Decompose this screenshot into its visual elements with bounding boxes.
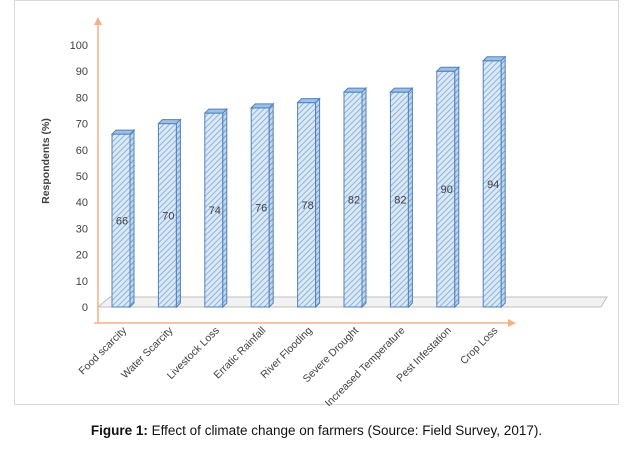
bar <box>249 102 275 309</box>
bar <box>296 97 321 309</box>
bar-top <box>296 98 321 104</box>
bar-top <box>481 56 507 62</box>
data-label: 76 <box>255 202 267 214</box>
y-tick-label: 30 <box>76 223 88 235</box>
bar-side <box>268 102 274 309</box>
bar <box>481 55 507 309</box>
figure-caption-text: Effect of climate change on farmers (Sou… <box>147 423 543 438</box>
bar-top <box>435 66 461 72</box>
y-axis-arrow <box>94 17 102 25</box>
data-label: 70 <box>162 210 174 222</box>
bar <box>435 65 461 309</box>
y-tick-label: 20 <box>76 250 88 262</box>
y-axis-title: Respondents (%) <box>40 118 52 204</box>
chart-frame: 0 10 20 30 40 50 60 70 80 90 100 66 70 74 76 78 82 82 90 9… <box>14 0 619 406</box>
category-label: Crop Loss <box>458 325 500 367</box>
x-axis-arrow <box>508 319 516 327</box>
y-tick-label: 40 <box>76 197 88 209</box>
bar <box>342 86 368 309</box>
data-label: 78 <box>301 200 313 212</box>
bar-side <box>500 55 506 309</box>
y-tick-label: 50 <box>76 171 88 183</box>
y-tick-label: 10 <box>76 276 88 288</box>
y-tick-label: 100 <box>70 40 88 52</box>
figure-caption: Figure 1: Effect of climate change on fa… <box>0 423 633 438</box>
data-label: 94 <box>487 179 499 191</box>
bar-side <box>407 86 413 309</box>
data-labels: 66 70 74 76 78 82 82 90 94 <box>116 179 499 228</box>
bar <box>110 128 136 309</box>
bar-chart: 0 10 20 30 40 50 60 70 80 90 100 66 70 74 76 78 82 82 90 9… <box>40 17 608 406</box>
y-axis-ticks: 0 10 20 30 40 50 60 70 80 90 100 <box>70 40 88 314</box>
data-label: 90 <box>441 184 453 196</box>
bar-top <box>389 87 414 93</box>
data-label: 74 <box>209 205 221 217</box>
y-tick-label: 0 <box>82 302 88 314</box>
y-tick-label: 80 <box>76 92 88 104</box>
bar-side <box>315 97 321 309</box>
bar-top <box>342 87 368 93</box>
bar-side <box>175 118 181 309</box>
bar-top <box>203 108 229 114</box>
bar-side <box>454 65 460 309</box>
bar-top <box>157 119 182 125</box>
chart-axes <box>94 17 516 327</box>
bar-side <box>222 107 228 309</box>
bar-top <box>110 129 136 135</box>
category-label: Increased Temperature <box>323 325 408 406</box>
bar-series <box>110 55 507 309</box>
bar-side <box>361 86 367 309</box>
bar <box>203 107 229 309</box>
data-label: 82 <box>348 195 360 207</box>
bar <box>157 118 182 309</box>
y-tick-label: 60 <box>76 145 88 157</box>
figure-label: Figure 1: <box>90 423 148 438</box>
data-label: 82 <box>394 195 406 207</box>
bar-side <box>129 128 135 309</box>
data-label: 66 <box>116 216 128 228</box>
bar-top <box>249 103 275 109</box>
y-tick-label: 90 <box>76 66 88 78</box>
y-tick-label: 70 <box>76 119 88 131</box>
bar <box>389 86 414 309</box>
